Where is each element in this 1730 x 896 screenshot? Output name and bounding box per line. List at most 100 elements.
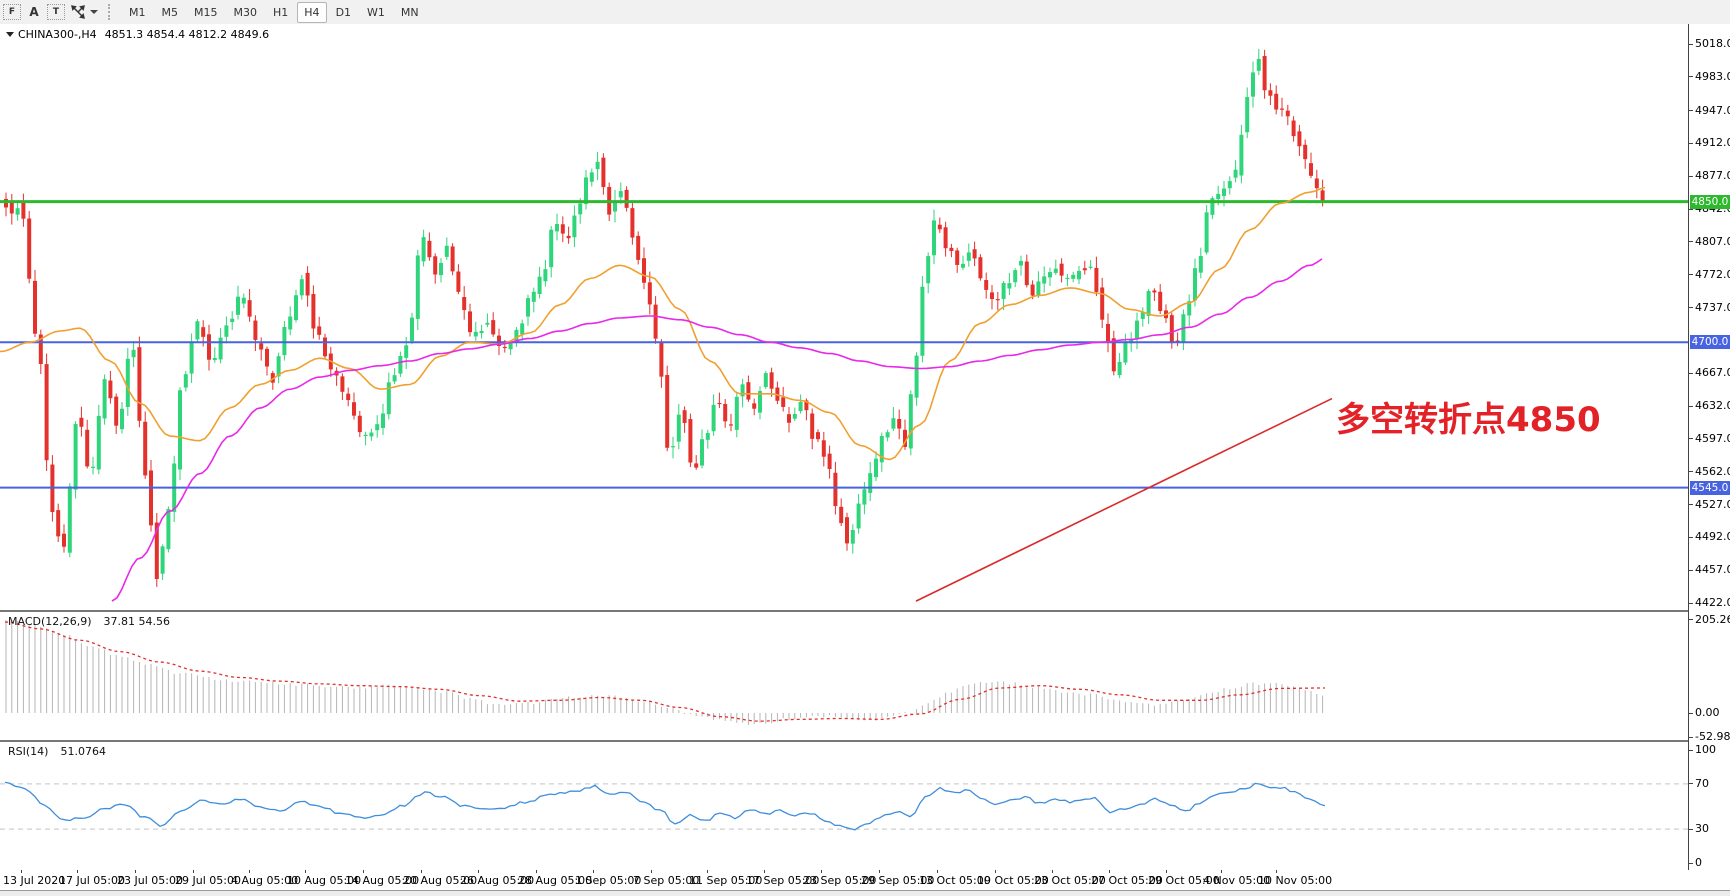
macd-chart-canvas[interactable]	[0, 612, 1688, 740]
time-tick-label: 1 Sep 05:00	[575, 874, 642, 887]
price-tick-label: 30	[1695, 822, 1709, 836]
price-tick-label: 4772.0	[1695, 267, 1730, 281]
time-axis-tick	[135, 870, 136, 873]
fibonacci-icon[interactable]: F	[3, 4, 21, 20]
price-tick-label: 5018.0	[1695, 37, 1730, 50]
text-label-icon[interactable]: T	[47, 4, 65, 20]
timeframe-button-m1[interactable]: M1	[129, 5, 146, 19]
price-tick-label: 0	[1695, 856, 1702, 869]
time-axis-tick	[821, 870, 822, 873]
arrows-dropdown-caret-icon[interactable]	[90, 10, 98, 14]
time-tick-label: 20 Aug 05:00	[403, 874, 478, 887]
price-axis-tick	[1689, 783, 1693, 785]
price-tick-label: 4597.0	[1695, 431, 1730, 445]
timeframe-button-group: M1 M5 M15 M30 H1 H4 D1 W1 MN	[121, 1, 427, 23]
time-axis-tick	[879, 870, 880, 873]
price-tick-label: 4457.0	[1695, 563, 1730, 577]
price-chart-canvas[interactable]	[0, 24, 1688, 610]
macd-panel[interactable]	[0, 612, 1688, 742]
price-axis-tick	[1689, 274, 1693, 276]
price-axis-tick	[1689, 110, 1693, 112]
rsi-chart-canvas[interactable]	[0, 742, 1688, 870]
price-axis-tick	[1689, 828, 1693, 830]
price-tick-label: 4983.0	[1695, 69, 1730, 83]
time-tick-label: 13 Oct 05:00	[919, 874, 991, 887]
timeframe-button-w1[interactable]: W1	[367, 5, 385, 19]
time-tick-label: 11 Sep 05:00	[689, 874, 763, 887]
rsi-panel[interactable]	[0, 742, 1688, 871]
text-icon[interactable]: A	[29, 5, 39, 19]
price-tick-label: 100	[1695, 743, 1716, 756]
rsi-value: 51.0764	[60, 745, 106, 758]
time-tick-label: 13 Jul 2020	[3, 874, 66, 887]
arrows-icon[interactable]	[68, 3, 88, 21]
macd-values: 37.81 54.56	[103, 615, 171, 628]
price-axis-tick	[1689, 712, 1693, 714]
toolbar: F A T M1 M5 M15 M30 H1 H4 D1 W1 MN	[0, 0, 1730, 25]
time-tick-label: 27 Oct 05:00	[1091, 874, 1163, 887]
time-axis-tick	[1109, 870, 1110, 873]
price-level-badge: 4545.0	[1690, 480, 1730, 495]
price-tick-label: 4877.0	[1695, 169, 1730, 183]
time-axis-tick	[1276, 870, 1277, 873]
time-axis-tick	[1052, 870, 1053, 873]
arrows-glyph	[71, 5, 85, 19]
time-tick-label: 7 Sep 05:00	[633, 874, 700, 887]
time-tick-label: 29 Jul 05:00	[175, 874, 241, 887]
symbol-line: CHINA300-,H4 4851.3 4854.4 4812.2 4849.6	[6, 28, 269, 41]
timeframe-button-m30[interactable]: M30	[233, 5, 258, 19]
time-axis[interactable]: 13 Jul 2020 17 Jul 05:00 23 Jul 05:00 29 Ju…	[0, 870, 1688, 890]
price-tick-label: 70	[1695, 776, 1709, 790]
price-axis-tick	[1689, 438, 1693, 440]
timeframe-button-m15[interactable]: M15	[194, 5, 218, 19]
main-chart-panel[interactable]	[0, 24, 1688, 612]
timeframe-button-h1[interactable]: H1	[273, 5, 289, 19]
price-axis-tick	[1689, 43, 1693, 45]
price-level-badge: 4850.0	[1690, 194, 1730, 209]
time-tick-label: 10 Aug 05:00	[287, 874, 362, 887]
trend-annotation-text: 多空转折点4850	[1336, 400, 1601, 440]
price-axis-tick	[1689, 862, 1693, 864]
price-level-badge: 4700.0	[1690, 335, 1730, 350]
time-tick-label: 29 Sep 05:00	[861, 874, 935, 887]
price-axis-tick	[1689, 736, 1693, 738]
price-tick-label: 4422.0	[1695, 596, 1730, 609]
time-axis-tick	[593, 870, 594, 873]
time-axis-tick	[193, 870, 194, 873]
price-tick-label: 4807.0	[1695, 234, 1730, 248]
price-tick-label: 4562.0	[1695, 464, 1730, 478]
price-tick-label: 4667.0	[1695, 366, 1730, 380]
symbol-name: CHINA300-,H4	[18, 28, 97, 41]
time-axis-tick	[536, 870, 537, 873]
timeframe-button-d1[interactable]: D1	[335, 5, 352, 19]
time-axis-tick	[249, 870, 250, 873]
symbol-ohlc-values: 4851.3 4854.4 4812.2 4849.6	[104, 28, 270, 41]
price-axis-tick	[1689, 307, 1693, 309]
bottom-window-edge	[0, 890, 1730, 896]
time-tick-label: 23 Sep 05:00	[803, 874, 877, 887]
time-axis-tick	[77, 870, 78, 873]
price-axis-tick	[1689, 208, 1693, 210]
price-tick-label: 4492.0	[1695, 530, 1730, 544]
time-axis-tick	[764, 870, 765, 873]
price-axis-tick	[1689, 372, 1693, 374]
price-axis-tick	[1689, 76, 1693, 78]
symbol-dropdown-icon[interactable]	[6, 32, 14, 37]
time-axis-tick	[707, 870, 708, 873]
time-axis-tick	[21, 870, 22, 873]
toolbar-group-grip[interactable]	[108, 4, 115, 20]
time-tick-label: 10 Nov 05:00	[1258, 874, 1333, 887]
time-tick-label: 23 Oct 05:00	[1034, 874, 1106, 887]
time-axis-tick	[421, 870, 422, 873]
time-axis-tick	[937, 870, 938, 873]
time-axis-tick	[1166, 870, 1167, 873]
price-axis-tick	[1689, 749, 1693, 751]
timeframe-button-m5[interactable]: M5	[161, 5, 179, 19]
price-axis[interactable]: 5018.0 4983.0 4947.0 4912.0 4877.0 4842.0 4807…	[1688, 24, 1730, 870]
price-tick-label: -52.98	[1695, 730, 1730, 744]
timeframe-button-h4[interactable]: H4	[297, 1, 327, 23]
time-tick-label: 29 Oct 05:00	[1148, 874, 1220, 887]
timeframe-button-mn[interactable]: MN	[400, 5, 419, 19]
macd-label: MACD(12,26,9) 37.81 54.56	[8, 615, 170, 628]
time-tick-label: 14 Aug 05:00	[345, 874, 420, 887]
